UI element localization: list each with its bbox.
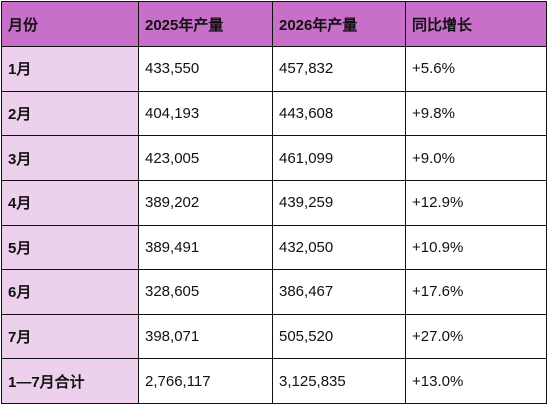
value-cell: 423,005 (138, 135, 273, 181)
value-cell: +9.8% (405, 90, 547, 137)
value-cell: 3,125,835 (272, 358, 406, 404)
table-body: 1月 433,550 457,832 +5.6% 2月 404,193 443,608 +9.… (1, 46, 547, 404)
value-cell: 398,071 (138, 313, 273, 360)
value-cell: 2,766,117 (138, 358, 273, 404)
month-cell: 1—7月合计 (1, 358, 139, 404)
value-cell: +27.0% (405, 313, 547, 360)
value-cell: 439,259 (272, 179, 406, 226)
table-row: 5月 389,491 432,050 +10.9% (1, 224, 547, 271)
month-cell: 1月 (1, 46, 139, 92)
value-cell: +12.9% (405, 179, 547, 226)
table-row: 3月 423,005 461,099 +9.0% (1, 135, 547, 181)
value-cell: 328,605 (138, 269, 273, 315)
value-cell: +17.6% (405, 269, 547, 315)
table-row: 1—7月合计 2,766,117 3,125,835 +13.0% (1, 358, 547, 404)
table-row: 4月 389,202 439,259 +12.9% (1, 179, 547, 226)
header-cell: 2025年产量 (138, 1, 273, 47)
table-row: 7月 398,071 505,520 +27.0% (1, 313, 547, 360)
value-cell: 389,202 (138, 179, 273, 226)
value-cell: 404,193 (138, 90, 273, 137)
month-cell: 4月 (1, 179, 139, 226)
value-cell: 386,467 (272, 269, 406, 315)
header-row: 月份 2025年产量 2026年产量 同比增长 (1, 1, 547, 47)
table-row: 2月 404,193 443,608 +9.8% (1, 90, 547, 137)
month-cell: 6月 (1, 269, 139, 315)
value-cell: 457,832 (272, 46, 406, 92)
value-cell: +9.0% (405, 135, 547, 181)
value-cell: +5.6% (405, 46, 547, 92)
value-cell: 433,550 (138, 46, 273, 92)
value-cell: 461,099 (272, 135, 406, 181)
header-cell: 月份 (1, 1, 139, 47)
header-cell: 同比增长 (405, 1, 547, 47)
value-cell: 505,520 (272, 313, 406, 360)
value-cell: 443,608 (272, 90, 406, 137)
value-cell: +13.0% (405, 358, 547, 404)
header-cell: 2026年产量 (272, 1, 406, 47)
month-cell: 7月 (1, 313, 139, 360)
table-row: 1月 433,550 457,832 +5.6% (1, 46, 547, 92)
value-cell: +10.9% (405, 224, 547, 271)
month-cell: 3月 (1, 135, 139, 181)
table-row: 6月 328,605 386,467 +17.6% (1, 269, 547, 315)
month-cell: 5月 (1, 224, 139, 271)
month-cell: 2月 (1, 90, 139, 137)
value-cell: 389,491 (138, 224, 273, 271)
value-cell: 432,050 (272, 224, 406, 271)
